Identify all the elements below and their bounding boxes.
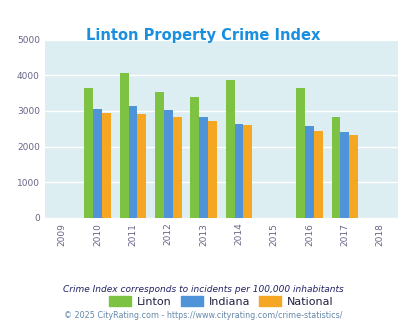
Bar bbox=[93, 109, 102, 218]
Bar bbox=[225, 80, 234, 218]
Bar bbox=[340, 132, 348, 218]
Bar bbox=[172, 116, 181, 218]
Bar bbox=[313, 131, 322, 218]
Text: © 2025 CityRating.com - https://www.cityrating.com/crime-statistics/: © 2025 CityRating.com - https://www.city… bbox=[64, 312, 341, 320]
Bar bbox=[102, 113, 111, 218]
Bar bbox=[137, 115, 146, 218]
Bar bbox=[155, 92, 164, 218]
Bar bbox=[164, 110, 172, 218]
Bar bbox=[84, 88, 93, 218]
Bar bbox=[305, 126, 313, 218]
Bar bbox=[234, 124, 243, 218]
Bar bbox=[348, 135, 357, 218]
Bar bbox=[207, 121, 216, 218]
Bar bbox=[119, 74, 128, 218]
Text: Crime Index corresponds to incidents per 100,000 inhabitants: Crime Index corresponds to incidents per… bbox=[62, 285, 343, 294]
Bar bbox=[199, 116, 207, 218]
Bar bbox=[243, 125, 252, 218]
Bar bbox=[296, 88, 305, 218]
Legend: Linton, Indiana, National: Linton, Indiana, National bbox=[104, 291, 337, 311]
Bar bbox=[190, 97, 199, 218]
Bar bbox=[331, 117, 340, 218]
Text: Linton Property Crime Index: Linton Property Crime Index bbox=[85, 28, 320, 43]
Bar bbox=[128, 106, 137, 218]
